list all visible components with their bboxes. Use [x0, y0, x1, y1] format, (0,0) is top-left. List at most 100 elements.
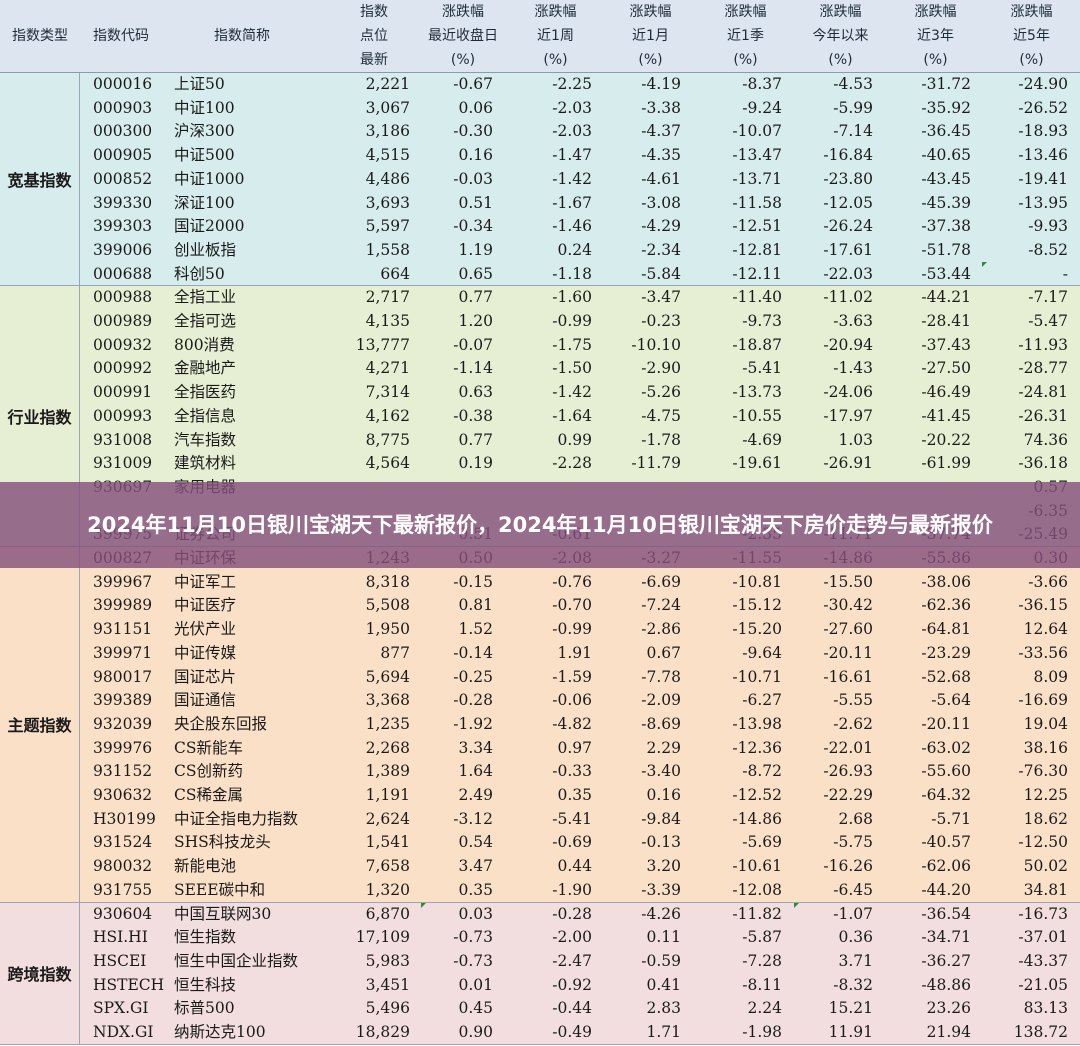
quarter-change-cell: -10.81	[732, 572, 782, 591]
cell-marker-icon	[421, 903, 426, 908]
ytd-change-cell: -16.61	[823, 667, 873, 686]
ytd-change-cell: -16.84	[823, 146, 873, 165]
quarter-change-cell: -9.24	[742, 98, 782, 117]
index-points-cell: 5,597	[365, 217, 410, 236]
5y-change-cell: -13.46	[1018, 146, 1068, 165]
ytd-change-cell: -20.11	[823, 643, 873, 662]
index-points-cell: 664	[380, 264, 410, 283]
index-code-cell: 000932	[93, 335, 153, 354]
index-name-cell: 全指工业	[174, 288, 237, 307]
index-name-cell: 中证军工	[174, 572, 237, 591]
day-change-cell: 1.64	[458, 762, 493, 781]
quarter-change-cell: -7.28	[742, 951, 782, 970]
week-change-cell: -0.33	[552, 762, 592, 781]
5y-change-cell: -26.52	[1018, 98, 1068, 117]
index-name-cell: 800消费	[174, 335, 235, 354]
index-points-cell: 3,067	[365, 98, 410, 117]
3y-change-cell: -31.72	[921, 75, 971, 93]
quarter-change-cell: -10.61	[732, 857, 782, 876]
day-change-cell: 0.90	[458, 1023, 493, 1041]
ytd-change-cell: -17.97	[823, 406, 873, 425]
quarter-change-cell: -14.86	[732, 809, 782, 828]
ytd-change-cell: -27.60	[823, 620, 873, 639]
5y-change-cell: -26.31	[1018, 406, 1068, 425]
3y-change-cell: -62.36	[921, 596, 971, 615]
index-code-cell: 931152	[93, 762, 153, 781]
quarter-change-cell: -11.58	[732, 193, 782, 212]
index-name-cell: SHS科技龙头	[174, 833, 271, 852]
month-change-cell: -11.79	[631, 454, 681, 473]
index-code-cell: 000993	[93, 406, 153, 425]
3y-change-cell: -36.27	[921, 951, 971, 970]
month-change-cell: -4.37	[641, 122, 681, 141]
day-change-cell: -0.34	[453, 217, 493, 236]
week-change-cell: -1.67	[552, 193, 592, 212]
cell-marker-icon	[794, 903, 799, 908]
table-row: 399330 深证100 3,693 0.51 -1.67 -3.08 -11.58 -12.…	[0, 192, 1080, 216]
index-name-cell: CS创新药	[174, 762, 243, 781]
5y-change-cell: -	[1062, 264, 1068, 283]
index-code-cell: 399976	[93, 738, 153, 757]
month-change-cell: 1.71	[646, 1023, 681, 1041]
3y-change-cell: -43.45	[921, 169, 971, 188]
ytd-change-cell: 0.36	[838, 928, 873, 947]
ytd-change-cell: 15.21	[828, 999, 873, 1018]
index-name-cell: 中证1000	[174, 169, 245, 188]
table-row: 000932 800消费 13,777 -0.07 -1.75 -10.10 -18.87 -…	[0, 334, 1080, 358]
day-change-cell: 0.35	[458, 880, 493, 899]
week-change-cell: -2.03	[552, 122, 592, 141]
month-change-cell: 0.67	[646, 643, 681, 662]
month-change-cell: -3.08	[641, 193, 681, 212]
month-change-cell: -2.86	[641, 620, 681, 639]
index-points-cell: 5,508	[365, 596, 410, 615]
3y-change-cell: -61.99	[921, 454, 971, 473]
index-code-cell: 000016	[93, 75, 153, 93]
month-change-cell: -0.59	[641, 951, 681, 970]
day-change-cell: -0.14	[453, 643, 493, 662]
index-name-cell: 纳斯达克100	[174, 1023, 266, 1041]
month-change-cell: 2.83	[646, 999, 681, 1018]
index-code-cell: 000905	[93, 146, 153, 165]
index-code-cell: 399967	[93, 572, 153, 591]
table-row: 399006 创业板指 1,558 1.19 0.24 -2.34 -12.81 -17.61…	[0, 239, 1080, 263]
5y-change-cell: 138.72	[1013, 1023, 1068, 1041]
ytd-change-cell: -1.07	[833, 904, 873, 923]
3y-change-cell: -27.50	[921, 359, 971, 378]
5y-change-cell: 74.36	[1023, 430, 1068, 449]
index-code-cell: HSTECH	[93, 975, 165, 994]
3y-change-cell: -44.20	[921, 880, 971, 899]
index-points-cell: 2,268	[365, 738, 410, 757]
week-change-cell: -1.42	[552, 169, 592, 188]
table-row: 399303 国证2000 5,597 -0.34 -1.46 -4.29 -12.51 -2…	[0, 215, 1080, 239]
month-change-cell: -7.24	[641, 596, 681, 615]
5y-change-cell: -11.93	[1018, 335, 1068, 354]
3y-change-cell: -41.45	[921, 406, 971, 425]
quarter-change-cell: -19.61	[732, 454, 782, 473]
week-change-cell: -1.18	[552, 264, 592, 283]
index-code-cell: 931755	[93, 880, 153, 899]
index-name-cell: 国证2000	[174, 217, 245, 236]
3y-change-cell: -40.57	[921, 833, 971, 852]
ytd-change-cell: -15.50	[823, 572, 873, 591]
month-change-cell: 0.16	[646, 786, 681, 804]
index-code-cell: 000989	[93, 312, 153, 330]
index-name-cell: 中证传媒	[174, 643, 237, 662]
day-change-cell: -0.67	[453, 75, 493, 93]
ytd-change-cell: -26.24	[823, 217, 873, 236]
header-3y-change: 涨跌幅 近3年 (%)	[914, 4, 957, 68]
3y-change-cell: -23.29	[921, 643, 971, 662]
ytd-change-cell: -5.99	[833, 98, 873, 117]
index-points-cell: 4,271	[365, 359, 410, 378]
day-change-cell: 1.52	[458, 620, 493, 639]
index-code-cell: 399006	[93, 240, 153, 259]
index-points-cell: 1,191	[365, 786, 410, 804]
day-change-cell: 0.63	[458, 383, 493, 402]
3y-change-cell: -5.64	[931, 691, 971, 710]
week-change-cell: -0.99	[552, 620, 592, 639]
5y-change-cell: -18.93	[1018, 122, 1068, 141]
ytd-change-cell: -3.63	[833, 312, 873, 330]
table-row: 931008 汽车指数 8,775 0.77 0.99 -1.78 -4.69 1.03 -20…	[0, 429, 1080, 453]
quarter-change-cell: -5.41	[742, 359, 782, 378]
month-change-cell: -1.78	[641, 430, 681, 449]
quarter-change-cell: -10.07	[732, 122, 782, 141]
